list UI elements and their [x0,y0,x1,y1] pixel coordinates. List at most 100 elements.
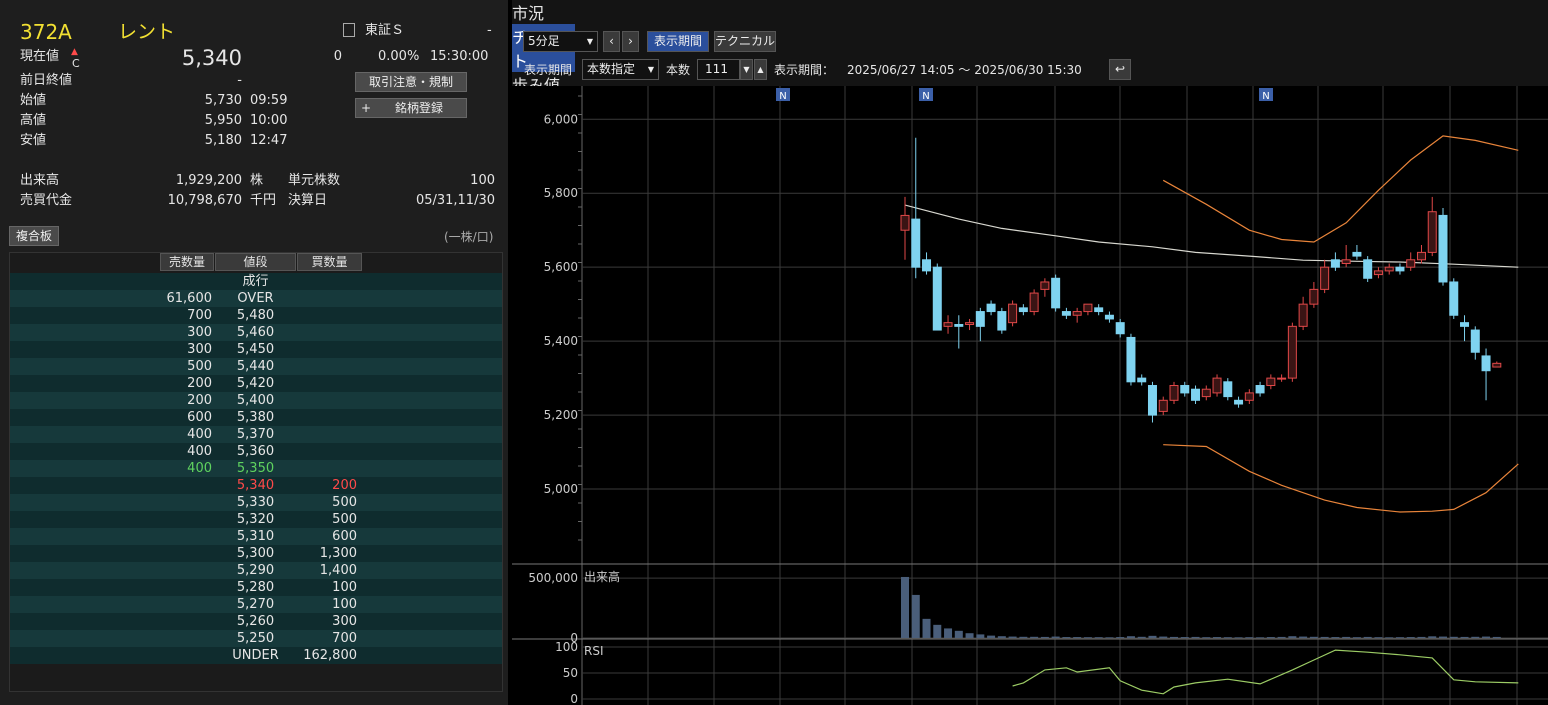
doc-icon[interactable] [343,23,355,37]
volume-bar [1256,637,1265,638]
candle-body [1470,329,1480,353]
volume-bar [1492,636,1501,638]
book-row: 5,280 100 [10,579,502,596]
column-header: 買数量 [297,253,362,271]
indicator-line [904,204,1519,268]
book-row: 200 5,400 [10,392,502,409]
label: 安値 [20,133,47,148]
price-level: 5,300 [236,546,275,561]
price-level: 5,350 [236,461,275,476]
caret: ▼ [647,65,654,74]
candle-body [997,311,1007,331]
count-input[interactable]: 111 [697,59,740,80]
price-level: 5,320 [236,512,275,527]
value: 100 [470,173,495,188]
value: - [237,73,242,88]
label: 現在値 [20,49,60,64]
book-row: 5,250 700 [10,630,502,647]
label: 出来高 [20,173,60,188]
book-row: UNDER 162,800 [10,647,502,664]
volume-bar [1482,636,1491,638]
quote-panel: 372A レント 東証Ｓ - 現在値 ▲ C 5,340 0 0.00% 15:… [0,0,508,705]
candle-body [1255,385,1265,394]
candle-body [1330,259,1340,268]
volume-bar [976,634,985,638]
sell-qty: 300 [187,342,212,357]
y-tick-label: 100 [555,640,578,654]
technical-button[interactable]: テクニカル [714,31,776,52]
caret: ▼ [586,37,593,46]
column-header: 売数量 [160,253,214,271]
prev-button[interactable]: ‹ [603,31,620,52]
volume-bar [1363,636,1372,638]
volume-bar [954,630,963,638]
book-row: 200 5,420 [10,375,502,392]
period-button[interactable]: 表示期間 [647,31,709,52]
book-row: 700 5,480 [10,307,502,324]
volume-bar [1395,637,1404,638]
sell-qty: 600 [187,410,212,425]
tab[interactable]: 市況 [512,4,545,23]
price-level: 5,480 [236,308,275,323]
symbol: 372A [20,20,72,44]
candle-body [1104,314,1114,320]
candle-body [1449,281,1459,316]
reset-button[interactable]: ↩ [1109,59,1131,80]
candle-body [1320,266,1330,290]
volume-bar [1008,636,1017,638]
label: 始値 [20,93,47,108]
volume-bar [901,576,909,638]
candle-body [1406,259,1416,268]
book-row: 5,320 500 [10,511,502,528]
y-tick-label: 500,000 [528,571,578,585]
candle-body [1438,214,1448,283]
volume-bar [987,635,996,638]
unit-note: (一株/口) [444,230,494,244]
value: 10,798,670 [167,193,242,208]
candle-body [1309,288,1319,305]
price-level: 5,310 [236,529,275,544]
volume-bar [1073,637,1082,638]
count-mode-select[interactable]: 本数指定 ▼ [582,59,659,80]
buy-qty: 1,300 [319,546,357,561]
price: 5,340 [181,46,242,70]
next-button[interactable]: › [622,31,639,52]
rsi-line [1012,649,1519,695]
candle-body [1072,311,1082,316]
book-row: 300 5,460 [10,324,502,341]
candle-body [1492,362,1502,368]
book-row: 5,290 1,400 [10,562,502,579]
price-level: 5,280 [236,580,275,595]
book-row: 500 5,440 [10,358,502,375]
news-marker-label: N [779,91,786,102]
interval-select[interactable]: 5分足 ▼ [523,31,598,52]
candle-body [943,322,953,327]
volume-bar [1105,637,1114,638]
candle-body [1298,303,1308,327]
candle-body [1287,325,1297,379]
price-level: 5,450 [236,342,275,357]
book-row: 400 5,350 [10,460,502,477]
volume-bar [1019,636,1028,638]
caution-button[interactable]: 取引注意・規制 [355,72,467,92]
candle-body [1180,385,1190,394]
volume-bar [1083,637,1092,638]
candle-body [1384,266,1394,272]
volume-bar [1439,636,1447,638]
label: 売買代金 [20,193,73,208]
pane-label: RSI [584,644,604,658]
count-down[interactable]: ▼ [740,59,753,80]
order-book: 売数量 値段 買数量 成行 61,600 OVER 700 5,480 300 5,460 300 5… [9,252,503,692]
register-button[interactable]: + 銘柄登録 [355,98,467,118]
candle-body [1169,385,1179,401]
book-header: 売数量 値段 買数量 [10,253,502,271]
pane-label: 出来高 [584,569,620,584]
volume-bar [1126,636,1135,638]
price-level: 5,260 [236,614,275,629]
volume-bar [1331,637,1340,638]
board-button[interactable]: 複合板 [9,226,59,246]
candle-body [922,259,932,272]
count-up[interactable]: ▲ [754,59,767,80]
candle-body [1460,322,1470,327]
